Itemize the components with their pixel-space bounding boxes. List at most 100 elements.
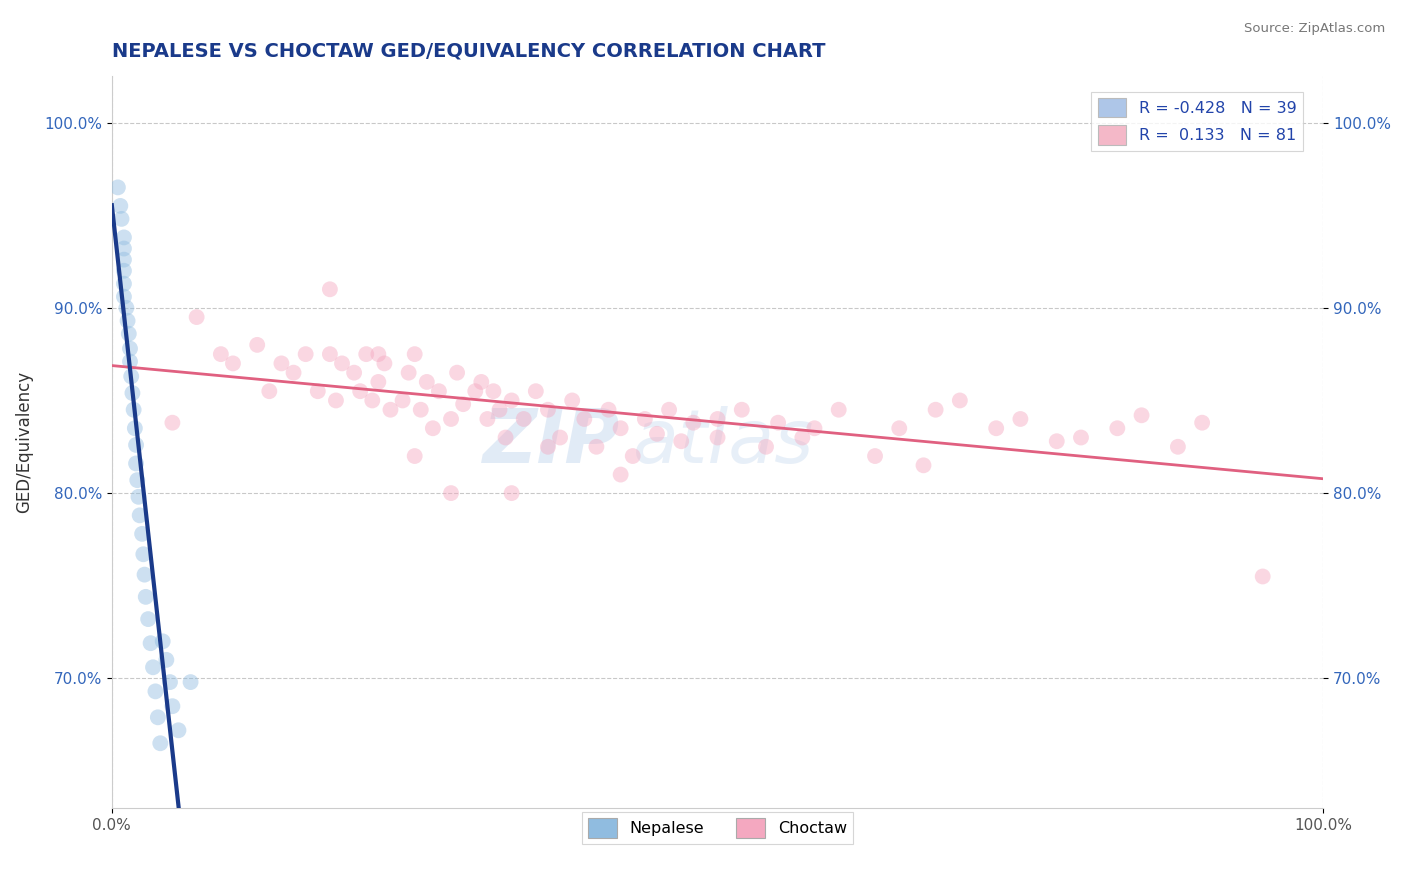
Point: [145, 684, 167, 698]
Point: [367, 347, 389, 361]
Point: [146, 710, 169, 724]
Point: [118, 326, 141, 341]
Point: [124, 421, 146, 435]
Point: [380, 402, 402, 417]
Point: [446, 366, 468, 380]
Point: [127, 490, 149, 504]
Point: [731, 402, 754, 417]
Point: [574, 412, 596, 426]
Point: [755, 440, 778, 454]
Point: [112, 242, 135, 256]
Point: [621, 449, 644, 463]
Point: [373, 356, 395, 370]
Point: [440, 412, 463, 426]
Point: [167, 723, 190, 738]
Point: [404, 449, 426, 463]
Point: [112, 290, 135, 304]
Point: [537, 440, 560, 454]
Point: [162, 416, 184, 430]
Point: [427, 384, 450, 399]
Point: [949, 393, 972, 408]
Point: [682, 416, 704, 430]
Point: [121, 386, 143, 401]
Y-axis label: GED/Equivalency: GED/Equivalency: [15, 371, 32, 513]
Point: [464, 384, 486, 399]
Point: [477, 412, 499, 426]
Point: [671, 434, 693, 449]
Point: [488, 402, 510, 417]
Point: [609, 421, 631, 435]
Point: [501, 393, 523, 408]
Point: [159, 675, 181, 690]
Point: [986, 421, 1008, 435]
Point: [180, 675, 202, 690]
Point: [149, 736, 172, 750]
Point: [1010, 412, 1032, 426]
Point: [495, 430, 517, 444]
Point: [319, 347, 342, 361]
Text: NEPALESE VS CHOCTAW GED/EQUIVALENCY CORRELATION CHART: NEPALESE VS CHOCTAW GED/EQUIVALENCY CORR…: [112, 42, 825, 61]
Point: [482, 384, 505, 399]
Text: Source: ZipAtlas.com: Source: ZipAtlas.com: [1244, 22, 1385, 36]
Point: [706, 430, 728, 444]
Point: [107, 180, 129, 194]
Point: [766, 416, 789, 430]
Point: [1130, 409, 1153, 423]
Point: [125, 438, 148, 452]
Point: [354, 347, 377, 361]
Point: [139, 636, 162, 650]
Point: [416, 375, 439, 389]
Point: [585, 440, 607, 454]
Point: [112, 252, 135, 267]
Point: [246, 338, 269, 352]
Point: [127, 473, 149, 487]
Point: [409, 402, 432, 417]
Point: [209, 347, 232, 361]
Point: [440, 486, 463, 500]
Point: [283, 366, 305, 380]
Point: [598, 402, 620, 417]
Point: [1046, 434, 1069, 449]
Point: [330, 356, 353, 370]
Point: [136, 612, 159, 626]
Point: [398, 366, 420, 380]
Legend: Nepalese, Choctaw: Nepalese, Choctaw: [582, 812, 853, 844]
Point: [912, 458, 935, 473]
Point: [391, 393, 413, 408]
Point: [470, 375, 492, 389]
Point: [118, 354, 141, 368]
Point: [451, 397, 474, 411]
Point: [122, 402, 145, 417]
Point: [118, 342, 141, 356]
Point: [889, 421, 911, 435]
Point: [259, 384, 281, 399]
Point: [128, 508, 150, 523]
Point: [155, 653, 177, 667]
Point: [524, 384, 547, 399]
Point: [270, 356, 292, 370]
Point: [1070, 430, 1092, 444]
Point: [561, 393, 583, 408]
Point: [325, 393, 347, 408]
Point: [1167, 440, 1189, 454]
Point: [1107, 421, 1129, 435]
Point: [501, 486, 523, 500]
Point: [125, 457, 148, 471]
Point: [1251, 569, 1274, 583]
Point: [361, 393, 384, 408]
Point: [828, 402, 851, 417]
Point: [792, 430, 814, 444]
Point: [1191, 416, 1213, 430]
Point: [186, 310, 208, 324]
Point: [634, 412, 657, 426]
Point: [537, 402, 560, 417]
Point: [110, 199, 132, 213]
Point: [706, 412, 728, 426]
Point: [134, 567, 156, 582]
Point: [645, 426, 668, 441]
Point: [609, 467, 631, 482]
Point: [120, 369, 142, 384]
Text: atlas: atlas: [633, 406, 814, 478]
Point: [110, 211, 132, 226]
Point: [112, 264, 135, 278]
